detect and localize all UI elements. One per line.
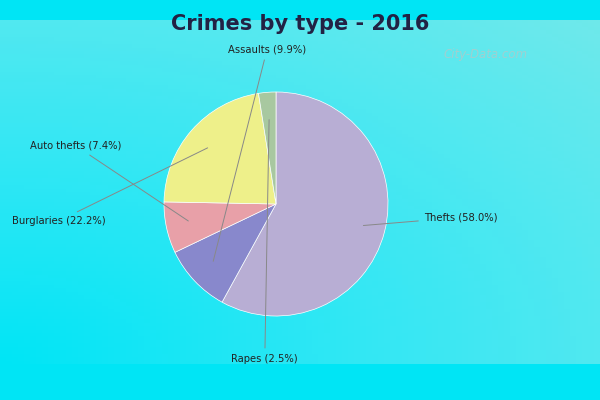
Text: Thefts (58.0%): Thefts (58.0%): [364, 212, 497, 226]
Text: Burglaries (22.2%): Burglaries (22.2%): [12, 148, 208, 226]
Wedge shape: [222, 92, 388, 316]
Text: Auto thefts (7.4%): Auto thefts (7.4%): [30, 141, 188, 221]
Text: Crimes by type - 2016: Crimes by type - 2016: [171, 14, 429, 34]
Wedge shape: [175, 204, 276, 302]
Wedge shape: [164, 202, 276, 252]
Wedge shape: [259, 92, 276, 204]
Text: City-Data.com: City-Data.com: [444, 48, 528, 61]
Text: Rapes (2.5%): Rapes (2.5%): [232, 120, 298, 364]
Text: Assaults (9.9%): Assaults (9.9%): [213, 44, 306, 261]
Wedge shape: [164, 93, 276, 204]
